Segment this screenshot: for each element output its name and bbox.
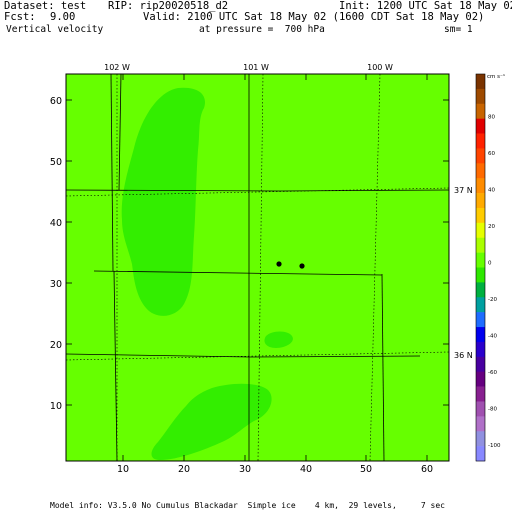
x-tick-label: 50 bbox=[360, 464, 372, 475]
y-tick-label: 30 bbox=[50, 279, 62, 290]
pressure-level: at pressure = 700 hPa bbox=[199, 24, 325, 35]
smoothing: sm= 1 bbox=[444, 24, 473, 35]
y-tick-label: 50 bbox=[50, 157, 62, 168]
county-boundaries bbox=[65, 73, 450, 462]
station-marker bbox=[276, 261, 282, 267]
fcst-value: 9.00 bbox=[50, 11, 76, 23]
longitude-label: 100 W bbox=[367, 63, 393, 72]
station-marker bbox=[299, 263, 305, 269]
y-tick-label: 20 bbox=[50, 340, 62, 351]
y-tick-label: 40 bbox=[50, 218, 62, 229]
init-time: Init: 1200 UTC Sat 18 May 02 bbox=[339, 0, 512, 12]
updraft-region-south bbox=[151, 383, 272, 460]
x-tick-label: 30 bbox=[239, 464, 251, 475]
latitude-label: 36 N bbox=[454, 351, 473, 360]
updraft-region-north bbox=[121, 87, 205, 316]
x-tick-label: 60 bbox=[421, 464, 433, 475]
valid-time: Valid: 2100 UTC Sat 18 May 02 (1600 CDT … bbox=[143, 11, 485, 23]
rip-label: RIP: rip20020518_d2 bbox=[108, 0, 229, 12]
longitude-label: 101 W bbox=[243, 63, 269, 72]
dataset-label: Dataset: test bbox=[4, 0, 87, 12]
x-tick-label: 40 bbox=[300, 464, 312, 475]
y-tick-label: 60 bbox=[50, 96, 62, 107]
axis-ticks bbox=[66, 74, 449, 461]
y-tick-label: 10 bbox=[50, 401, 62, 412]
updraft-region-small bbox=[264, 331, 293, 348]
model-info: Model info: V3.5.0 No Cumulus Blackadar … bbox=[50, 501, 445, 510]
x-tick-label: 10 bbox=[117, 464, 129, 475]
x-tick-label: 20 bbox=[178, 464, 190, 475]
lat-lon-grid bbox=[65, 73, 450, 462]
fcst-label: Fcst: bbox=[4, 11, 36, 23]
field-name: Vertical velocity bbox=[6, 24, 104, 35]
longitude-label: 102 W bbox=[104, 63, 130, 72]
latitude-label: 37 N bbox=[454, 186, 473, 195]
